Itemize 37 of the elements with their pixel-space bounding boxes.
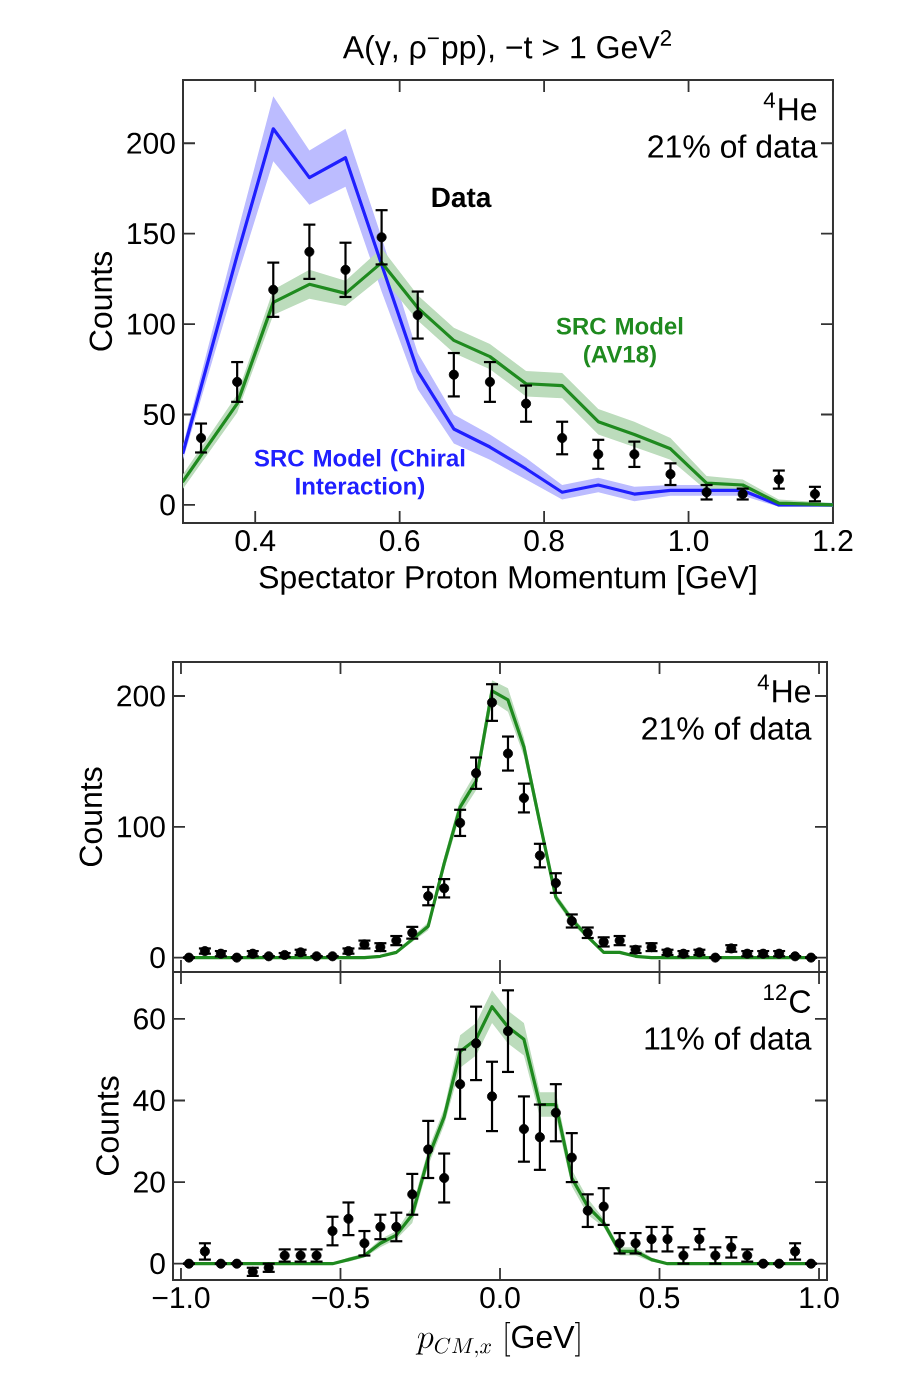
annotation: $^{12}$C — [764, 984, 811, 1013]
series-label: Data — [432, 187, 492, 208]
annotation: 11% of data — [645, 1026, 812, 1050]
y-tick-label: 200 — [127, 132, 175, 154]
annotation: $^{4}$He — [763, 92, 817, 121]
x-tick-label: 0.6 — [379, 530, 420, 552]
x-tick-label: 0.0 — [480, 1287, 520, 1309]
y-axis-title: Counts — [96, 1076, 119, 1176]
x-tick-label: −1.0 — [152, 1287, 210, 1309]
y-tick-label: 150 — [128, 223, 175, 245]
x-tick-label: 0.4 — [235, 530, 276, 552]
y-tick-label: 0 — [150, 946, 165, 969]
y-tick-label: 20 — [134, 1171, 165, 1193]
x-tick-label: 0.8 — [524, 530, 564, 552]
series-label: SRC Model (Chiral Interaction) — [254, 449, 465, 500]
y-tick-label: 0 — [160, 494, 175, 516]
x-axis-title: $p_{CM,x}\ [\mathrm{GeV}]$ — [415, 1322, 580, 1358]
x-tick-label: 1.2 — [814, 530, 853, 551]
y-tick-label: 50 — [143, 403, 175, 426]
annotation: $^{4}$He — [757, 674, 811, 703]
x-tick-label: 1.0 — [800, 1287, 839, 1309]
y-tick-label: 40 — [133, 1089, 165, 1112]
y-tick-label: 0 — [150, 1253, 165, 1275]
chart-title: A(γ, ρ$^{−}$pp), −t > 1 GeV$^{2}$ — [342, 30, 672, 65]
x-tick-label: 0.5 — [639, 1287, 680, 1309]
y-axis-title: Counts — [89, 251, 113, 351]
y-tick-label: 200 — [117, 685, 165, 707]
y-tick-label: 100 — [118, 816, 165, 838]
x-axis-title: Spectator Proton Momentum [GeV] — [259, 565, 756, 595]
y-tick-label: 60 — [134, 1008, 165, 1030]
x-tick-label: −0.5 — [312, 1287, 369, 1309]
x-tick-label: 1.0 — [669, 530, 709, 552]
y-axis-title: Counts — [79, 767, 103, 867]
y-tick-label: 100 — [128, 313, 175, 335]
annotation: 21% of data — [642, 716, 812, 740]
annotation: 21% of data — [648, 134, 818, 158]
series-label: SRC Model (AV18) — [556, 317, 683, 368]
